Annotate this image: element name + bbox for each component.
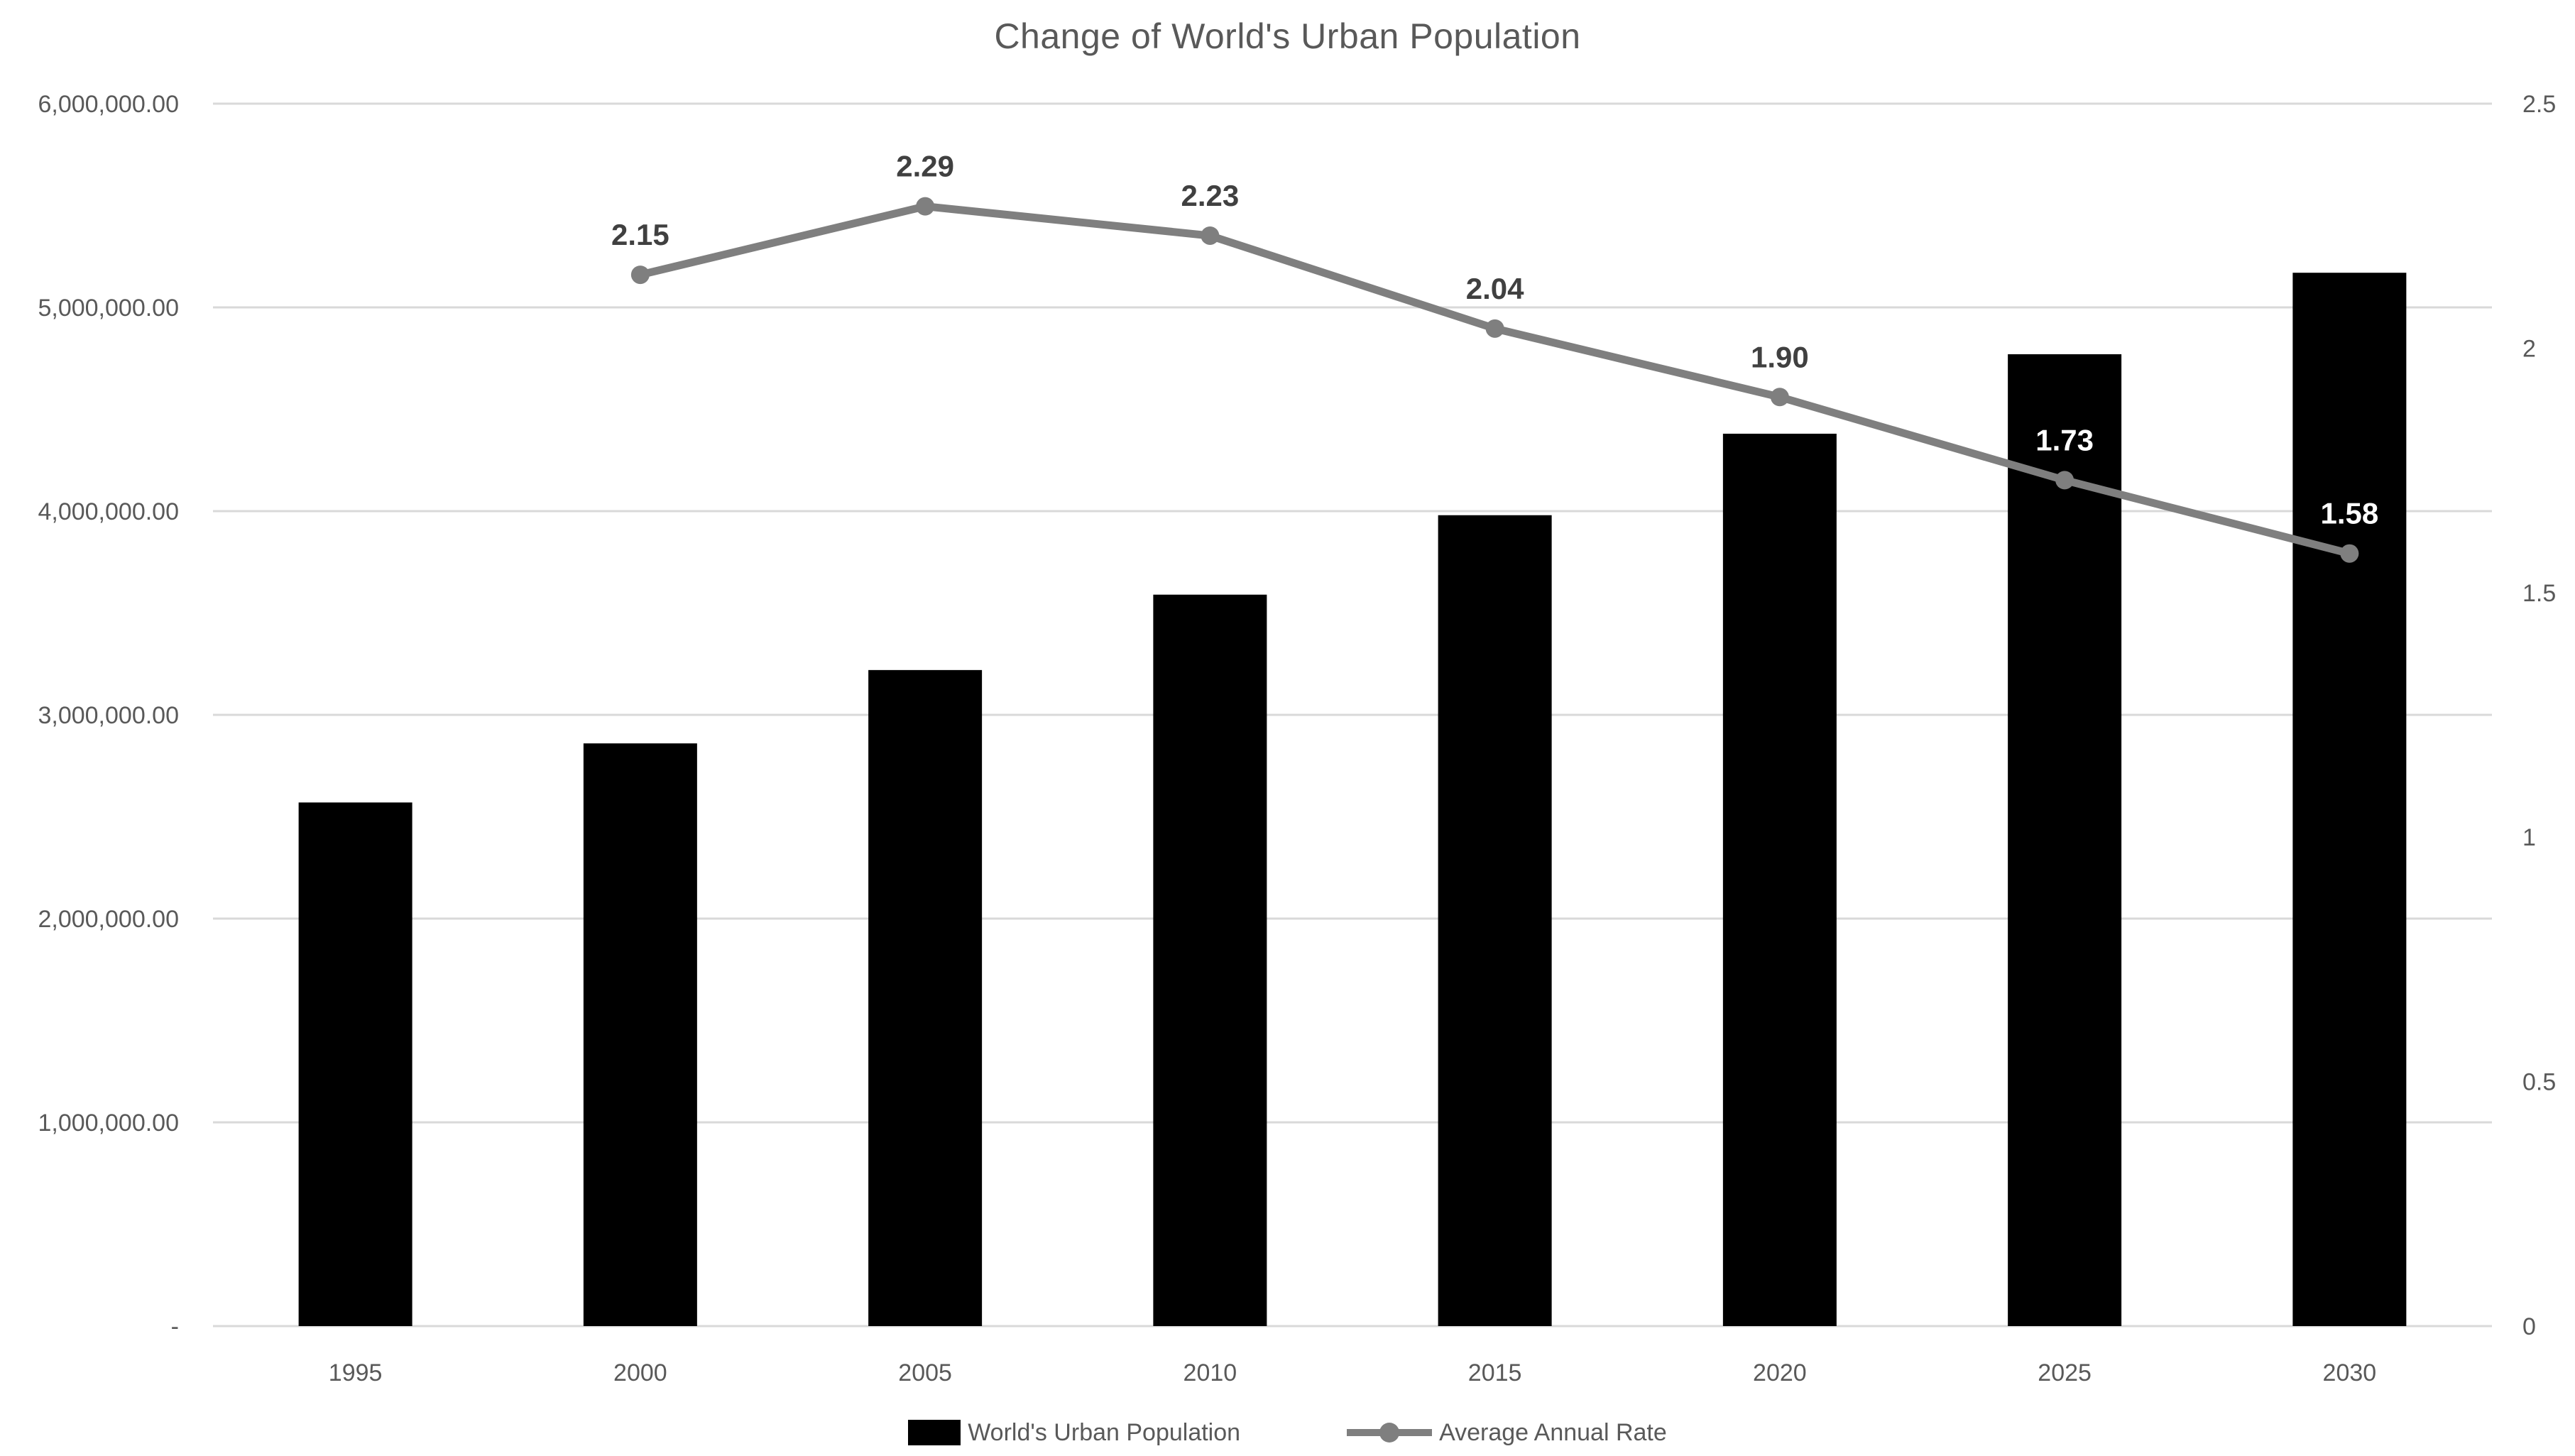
x-axis-label-1995: 1995 [329, 1359, 383, 1386]
x-axis-label-2005: 2005 [898, 1359, 952, 1386]
left-axis-tick-label: 6,000,000.00 [38, 91, 179, 118]
left-axis-tick-label: 4,000,000.00 [38, 498, 179, 525]
bar-2010 [1153, 594, 1267, 1327]
data-label-2020: 1.90 [1751, 340, 1809, 373]
left-axis-tick-label: 5,000,000.00 [38, 295, 179, 322]
chart-title: Change of World's Urban Population [994, 16, 1581, 56]
x-axis-label-2015: 2015 [1468, 1359, 1522, 1386]
bar-1995 [298, 802, 412, 1326]
bar-2025 [2008, 354, 2122, 1326]
legend-label-population: World's Urban Population [968, 1418, 1241, 1446]
data-label-2025: 1.73 [2035, 423, 2094, 456]
marker-2000 [630, 266, 650, 285]
right-axis-tick-label: 0.5 [2522, 1069, 2556, 1096]
bar-2005 [868, 669, 983, 1326]
bar-2015 [1438, 515, 1552, 1326]
data-label-2005: 2.29 [896, 150, 954, 183]
legend-item-population: World's Urban Population [908, 1419, 1240, 1447]
x-axis-label-2020: 2020 [1753, 1359, 1807, 1386]
bar-2020 [1722, 433, 1837, 1327]
marker-2025 [2055, 471, 2074, 490]
left-axis-tick-label: - [171, 1313, 179, 1340]
data-label-2015: 2.04 [1466, 272, 1524, 305]
marker-2010 [1201, 226, 1220, 245]
marker-2030 [2340, 544, 2359, 563]
legend-item-rate: Average Annual Rate [1347, 1419, 1667, 1447]
x-axis-label-2000: 2000 [613, 1359, 667, 1386]
data-label-2030: 1.58 [2321, 497, 2379, 530]
bar-2000 [583, 743, 697, 1326]
data-label-2000: 2.15 [611, 218, 669, 251]
right-axis-tick-label: 2.5 [2522, 91, 2556, 118]
legend-label-rate: Average Annual Rate [1439, 1418, 1667, 1446]
right-axis-tick-label: 1.5 [2522, 580, 2556, 607]
right-axis-tick-label: 1 [2522, 824, 2536, 851]
marker-2005 [916, 197, 935, 216]
marker-2015 [1485, 319, 1504, 338]
data-label-2010: 2.23 [1181, 179, 1240, 212]
bar-series-swatch [908, 1420, 961, 1445]
right-axis-tick-label: 0 [2522, 1313, 2536, 1340]
x-axis-label-2030: 2030 [2323, 1359, 2377, 1386]
right-axis-tick-label: 2 [2522, 335, 2536, 362]
chart-legend: World's Urban Population Average Annual … [0, 1409, 2575, 1456]
left-axis-tick-label: 1,000,000.00 [38, 1110, 179, 1137]
line-swatch-marker-icon [1379, 1423, 1400, 1443]
left-axis-tick-label: 3,000,000.00 [38, 702, 179, 729]
left-axis-tick-label: 2,000,000.00 [38, 906, 179, 933]
line-series-swatch [1347, 1422, 1433, 1443]
marker-2020 [1770, 388, 1789, 407]
x-axis-label-2025: 2025 [2038, 1359, 2092, 1386]
bar-2030 [2292, 273, 2407, 1327]
x-axis-label-2010: 2010 [1183, 1359, 1237, 1386]
